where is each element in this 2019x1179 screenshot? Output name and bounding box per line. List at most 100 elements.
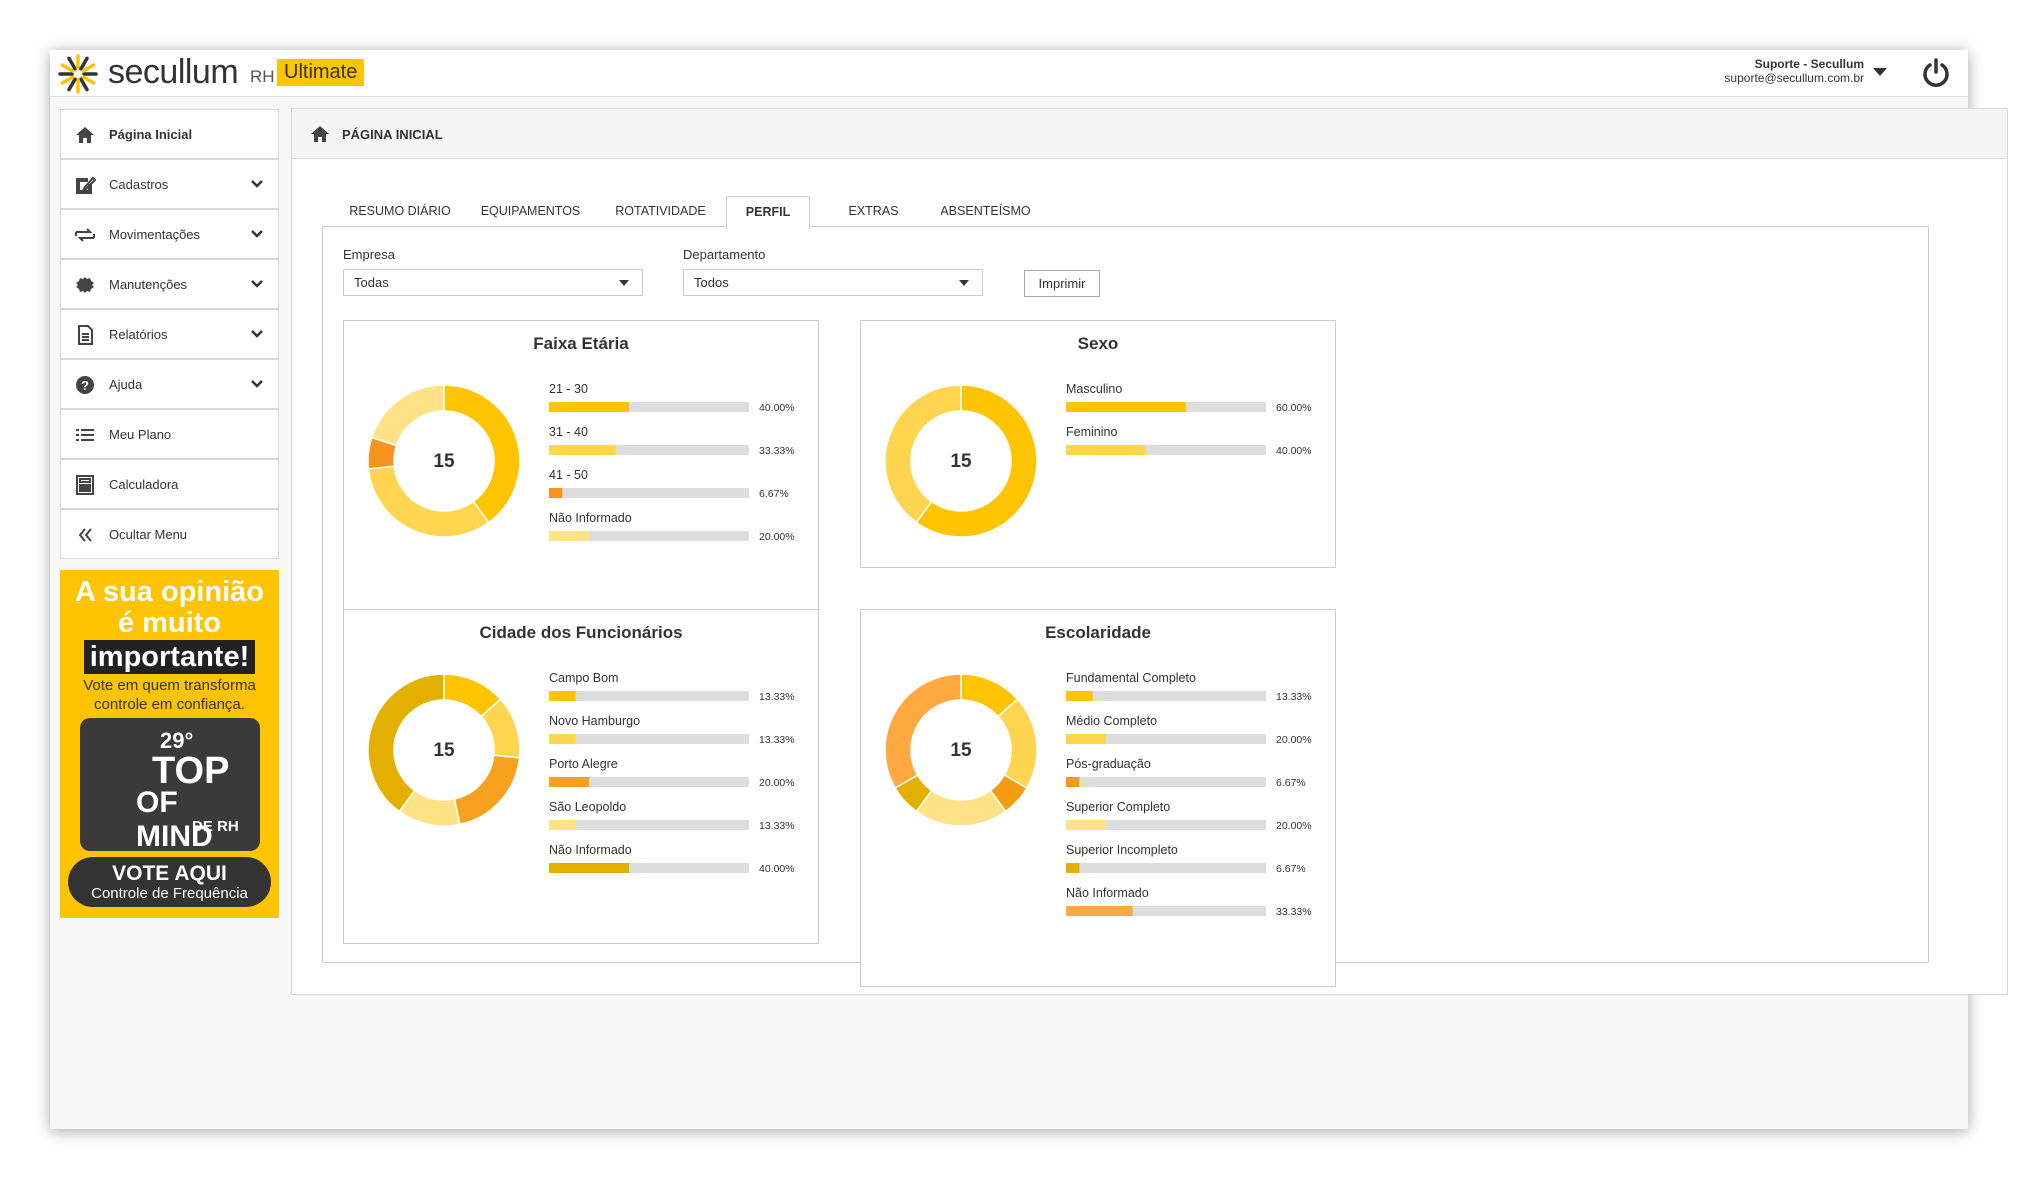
- power-button[interactable]: [1920, 57, 1952, 89]
- donut-slice: [915, 789, 1007, 827]
- promo-banner[interactable]: A sua opinião é muito importante! Vote em q…: [60, 570, 279, 918]
- menu-label: Manutenções: [109, 277, 188, 292]
- tab[interactable]: RESUMO DIÁRIO: [349, 204, 451, 218]
- tab[interactable]: EXTRAS: [848, 204, 899, 218]
- menu-item[interactable]: Ocultar Menu: [60, 509, 279, 559]
- menu-label: Relatórios: [109, 327, 168, 342]
- chart-title: Cidade dos Funcionários: [479, 623, 682, 642]
- menu-icon: [76, 429, 94, 441]
- menu-label: Ocultar Menu: [109, 527, 188, 542]
- page-header: PÁGINA INICIAL: [292, 109, 2007, 159]
- value-label: 6.67%: [1276, 863, 1306, 875]
- icon: [76, 127, 94, 143]
- legend-label: Feminino: [1066, 425, 1117, 439]
- value-label: 6.67%: [759, 488, 789, 500]
- top-bar: secullum RH Ultimate Suporte - Secullum supo…: [50, 50, 1968, 97]
- value-label: 13.33%: [759, 691, 795, 703]
- user-menu-arrow: [1873, 68, 1887, 76]
- bar-track: [549, 488, 749, 498]
- value-label: 20.00%: [1276, 820, 1312, 832]
- tab[interactable]: ABSENTEÍSMO: [940, 204, 1031, 218]
- menu-label: Movimentações: [109, 227, 201, 242]
- menu-item[interactable]: Calculadora: [60, 459, 279, 509]
- logo-ray: [60, 75, 75, 85]
- legend-label: Porto Alegre: [549, 757, 618, 771]
- icon: [76, 429, 94, 441]
- bar: [549, 531, 589, 541]
- menu-icon: [78, 528, 92, 542]
- logo-ray: [81, 63, 96, 73]
- value-label: 60.00%: [1276, 402, 1312, 414]
- filter-select[interactable]: Todas: [343, 269, 643, 296]
- menu-item[interactable]: Relatórios: [60, 309, 279, 359]
- chart-card: Faixa Etária 15 21 - 30 40.00% 31 - 40 33.33%…: [343, 320, 819, 612]
- menu-icon: [76, 127, 94, 143]
- donut-total: 15: [433, 451, 455, 472]
- menu-label: Cadastros: [109, 177, 169, 192]
- bar: [1066, 734, 1106, 744]
- chevron: [251, 380, 263, 388]
- arrow: [1873, 68, 1887, 76]
- value-label: 13.33%: [759, 734, 795, 746]
- chevron: [251, 280, 263, 288]
- icon: [76, 475, 94, 495]
- user-name: Suporte - Secullum: [1754, 57, 1864, 71]
- bar-track: [549, 734, 749, 744]
- user-email: suporte@secullum.com.br: [1724, 71, 1864, 85]
- bar-track: [1066, 445, 1266, 455]
- bar-track: [549, 445, 749, 455]
- menu-item[interactable]: Movimentações: [60, 209, 279, 259]
- menu-item[interactable]: Meu Plano: [60, 409, 279, 459]
- filter-select[interactable]: Todos: [683, 269, 983, 296]
- tab[interactable]: ROTATIVIDADE: [615, 204, 706, 218]
- logo-ray: [79, 77, 89, 92]
- submenu-chevron: [251, 380, 263, 388]
- tab-active[interactable]: PERFIL: [726, 196, 810, 229]
- value-label: 20.00%: [759, 777, 795, 789]
- donut-slice: [884, 384, 962, 524]
- legend-label: São Leopoldo: [549, 800, 626, 814]
- filter-value: Todos: [694, 275, 729, 290]
- print-button[interactable]: Imprimir: [1024, 270, 1100, 297]
- vote-button[interactable]: VOTE AQUI Controle de Frequência: [68, 857, 271, 907]
- bar-track: [549, 777, 749, 787]
- value-label: 20.00%: [759, 531, 795, 543]
- donut-slice: [453, 754, 521, 826]
- icon: [76, 277, 94, 293]
- bar-track: [549, 531, 749, 541]
- award-badge: 29° TOP OF MIND DE RH: [80, 718, 260, 853]
- edition: Ultimate: [277, 59, 365, 86]
- legend-label: Não Informado: [1066, 886, 1149, 900]
- bar: [1066, 777, 1080, 787]
- legend-label: 31 - 40: [549, 425, 588, 439]
- tab-content: Empresa Todas Departamento Todos Imprimir Fai…: [322, 226, 1929, 987]
- icon: [75, 228, 95, 242]
- filter-value: Todas: [354, 275, 389, 290]
- donut-total: 15: [433, 740, 455, 761]
- donut-slice: [367, 465, 490, 538]
- value-label: 40.00%: [759, 863, 795, 875]
- menu-item[interactable]: ? Ajuda: [60, 359, 279, 409]
- menu-icon: ?: [76, 376, 95, 394]
- value-label: 6.67%: [1276, 777, 1306, 789]
- chart: Faixa Etária 15 21 - 30 40.00% 31 - 40 33.33%…: [367, 334, 795, 543]
- badge-text: TOP: [152, 750, 230, 792]
- chart-title: Sexo: [1078, 334, 1119, 353]
- bar-track: [549, 402, 749, 412]
- menu-item[interactable]: Cadastros: [60, 159, 279, 209]
- bar-track: [549, 820, 749, 830]
- logo-ray: [67, 56, 77, 71]
- bar: [549, 734, 576, 744]
- arrow: [959, 280, 969, 286]
- badge-text: 29°: [160, 728, 194, 753]
- bar: [549, 445, 616, 455]
- bar: [549, 863, 629, 873]
- legend-label: Superior Completo: [1066, 800, 1170, 814]
- banner-headline: é muito: [117, 607, 222, 639]
- menu-item[interactable]: Página Inicial: [60, 109, 279, 159]
- tab[interactable]: EQUIPAMENTOS: [480, 204, 581, 218]
- logo-ray: [67, 77, 77, 92]
- value-label: 13.33%: [1276, 691, 1312, 703]
- menu-item[interactable]: Manutenções: [60, 259, 279, 309]
